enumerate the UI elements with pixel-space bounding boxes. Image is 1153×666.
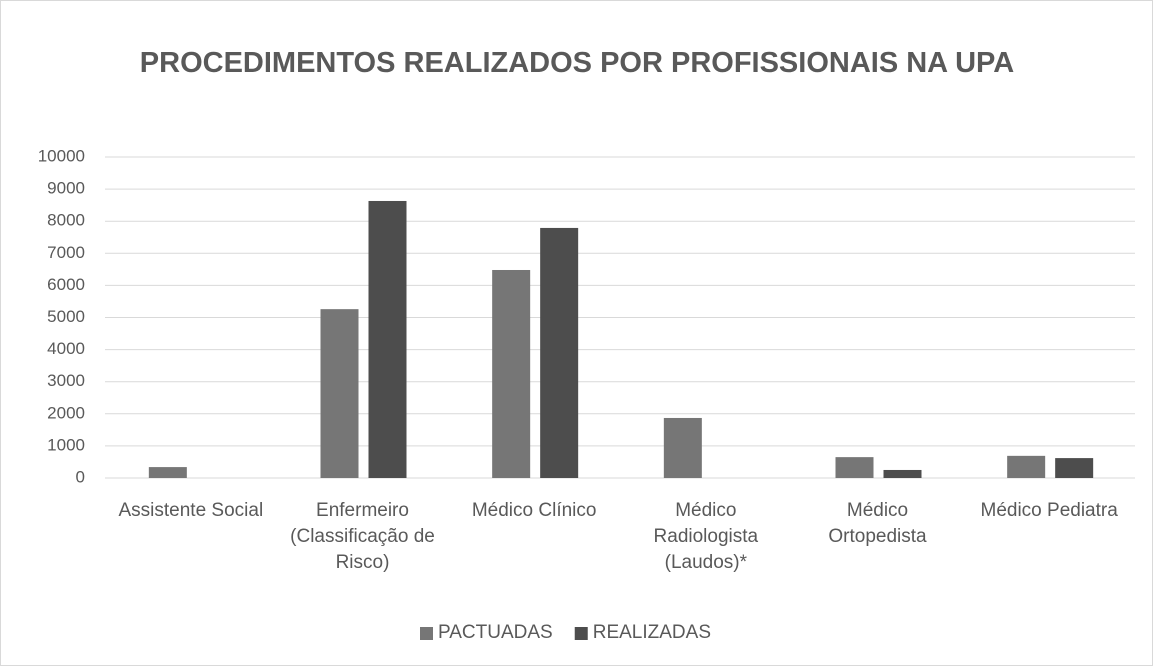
y-tick-label: 10000 (38, 146, 85, 165)
bar (663, 417, 702, 478)
bar (1007, 455, 1046, 478)
x-tick-label: Médico Radiologista (Laudos)* (653, 500, 759, 573)
y-tick-label: 0 (76, 467, 85, 486)
y-tick-label: 7000 (47, 243, 85, 262)
x-tick-label: Médico Ortopedista (828, 500, 927, 547)
bar (368, 200, 407, 479)
legend-label: REALIZADAS (592, 622, 711, 643)
bar (883, 469, 922, 478)
y-tick-label: 2000 (47, 403, 85, 422)
x-tick-label: Médico Pediatra (980, 500, 1118, 521)
y-tick-label: 3000 (47, 371, 85, 390)
bar (835, 457, 874, 478)
bar (492, 269, 531, 478)
y-tick-label: 8000 (47, 211, 85, 230)
x-tick-label: Assistente Social (118, 500, 264, 521)
legend-swatch (574, 627, 588, 640)
chart-title: PROCEDIMENTOS REALIZADOS POR PROFISSIONA… (139, 47, 1015, 79)
bar (148, 467, 187, 478)
y-tick-label: 6000 (47, 275, 85, 294)
bar (540, 227, 579, 478)
x-tick-label: Enfermeiro (Classificação de Risco) (290, 500, 435, 573)
y-tick-label: 5000 (47, 307, 85, 326)
bar (320, 309, 359, 478)
x-tick-label: Médico Clínico (471, 500, 597, 521)
legend-swatch (420, 627, 433, 640)
bar (1055, 458, 1094, 478)
y-tick-label: 1000 (47, 435, 85, 454)
y-tick-label: 9000 (47, 179, 85, 198)
legend-label: PACTUADAS (438, 622, 553, 643)
y-tick-label: 4000 (47, 339, 85, 358)
